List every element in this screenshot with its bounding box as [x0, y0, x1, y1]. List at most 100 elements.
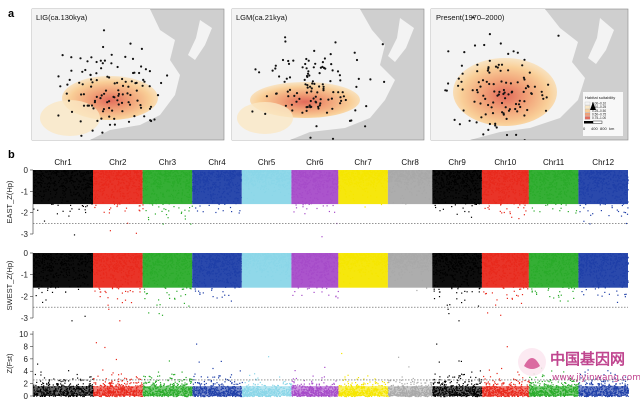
snp-point	[488, 171, 490, 173]
snp-point	[539, 188, 541, 190]
snp-point	[566, 185, 568, 187]
snp-point	[583, 189, 585, 191]
snp-point	[542, 174, 544, 176]
sample-point	[530, 92, 533, 95]
snp-point	[224, 203, 226, 205]
snp-point	[472, 183, 474, 185]
map-lgm: LGM(ca.21kya)	[231, 8, 425, 141]
sample-point	[499, 69, 502, 72]
snp-point	[108, 175, 110, 177]
sample-point	[526, 84, 529, 87]
snp-point	[108, 178, 111, 180]
snp-point	[265, 178, 267, 180]
snp-point	[295, 207, 298, 209]
snp-point	[67, 175, 69, 177]
sample-point	[463, 51, 466, 54]
snp-point	[461, 197, 463, 199]
snp-point	[256, 177, 258, 179]
snp-point	[278, 184, 280, 186]
snp-point	[181, 192, 183, 194]
snp-point	[129, 172, 131, 174]
snp-point	[172, 178, 175, 180]
snp-point	[413, 170, 415, 172]
snp-point	[596, 185, 598, 187]
snp-point	[198, 191, 200, 193]
snp-point	[247, 176, 249, 179]
snp-point	[617, 188, 620, 190]
snp-point	[352, 172, 354, 174]
snp-point	[548, 174, 550, 176]
snp-point	[419, 176, 421, 178]
snp-point	[271, 180, 273, 182]
snp-point	[232, 173, 234, 175]
snp-point	[359, 186, 361, 188]
snp-point	[595, 190, 597, 192]
snp-point	[103, 179, 105, 182]
snp-point	[88, 194, 91, 196]
snp-point	[115, 175, 117, 177]
sample-point	[112, 95, 115, 98]
snp-point	[36, 173, 38, 175]
snp-point	[561, 172, 563, 174]
snp-point	[236, 198, 238, 200]
snp-point	[403, 174, 405, 176]
snp-point	[137, 188, 139, 190]
snp-point	[189, 175, 191, 177]
snp-point	[112, 183, 114, 185]
snp-point	[575, 176, 577, 178]
snp-point	[479, 171, 481, 173]
snp-point	[380, 178, 382, 181]
snp-point	[147, 216, 150, 219]
snp-point	[452, 171, 454, 173]
snp-point	[434, 180, 436, 182]
snp-point	[549, 186, 551, 188]
snp-point	[298, 188, 300, 190]
snp-point	[369, 171, 371, 173]
snp-point	[327, 191, 329, 193]
snp-point	[551, 186, 554, 188]
sample-point	[144, 68, 147, 71]
snp-point	[308, 175, 310, 178]
snp-point	[328, 210, 330, 213]
snp-point	[391, 191, 393, 193]
snp-point	[434, 178, 436, 181]
snp-point	[594, 181, 596, 183]
snp-point	[61, 171, 63, 173]
snp-point	[467, 198, 469, 200]
snp-point	[417, 182, 419, 184]
sample-point	[57, 114, 60, 117]
snp-point	[326, 194, 328, 196]
snp-point	[366, 172, 368, 174]
snp-point	[510, 178, 512, 180]
snp-point	[284, 172, 286, 174]
snp-point	[147, 188, 149, 190]
snp-point	[177, 172, 179, 174]
snp-point	[554, 176, 556, 178]
snp-point	[104, 186, 106, 189]
snp-point	[345, 196, 347, 198]
snp-point	[407, 181, 409, 183]
snp-point	[285, 175, 287, 177]
sample-point	[258, 71, 261, 74]
snp-point	[501, 171, 503, 173]
snp-point	[84, 188, 86, 190]
snp-point	[49, 190, 52, 193]
snp-point	[124, 179, 126, 181]
sample-point	[383, 80, 386, 83]
sample-point	[305, 106, 308, 109]
snp-point	[281, 184, 284, 186]
sample-point	[337, 91, 340, 94]
japan-island	[188, 20, 212, 60]
snp-point	[209, 195, 212, 197]
snp-point	[615, 184, 617, 186]
snp-point	[228, 182, 230, 184]
snp-point	[294, 202, 296, 204]
snp-point	[113, 196, 115, 198]
snp-point	[558, 176, 560, 178]
snp-point	[615, 188, 617, 190]
snp-point	[588, 174, 590, 176]
snp-point	[419, 173, 421, 175]
snp-point	[259, 172, 261, 174]
snp-point	[608, 171, 611, 173]
snp-point	[67, 200, 69, 202]
